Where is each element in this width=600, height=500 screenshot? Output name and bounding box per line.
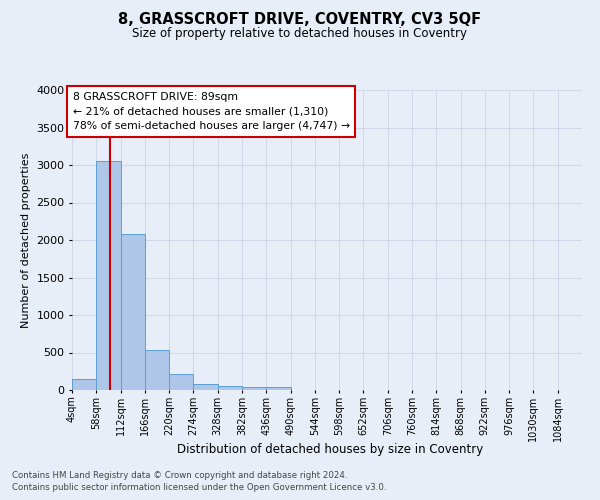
Text: Distribution of detached houses by size in Coventry: Distribution of detached houses by size … <box>177 444 483 456</box>
Bar <box>96 161 121 390</box>
Text: 8 GRASSCROFT DRIVE: 89sqm
← 21% of detached houses are smaller (1,310)
78% of se: 8 GRASSCROFT DRIVE: 89sqm ← 21% of detac… <box>73 92 350 131</box>
Bar <box>169 374 193 390</box>
Bar <box>193 384 218 390</box>
Text: Size of property relative to detached houses in Coventry: Size of property relative to detached ho… <box>133 28 467 40</box>
Bar <box>145 350 169 390</box>
Bar <box>121 234 145 390</box>
Bar <box>72 379 96 390</box>
Y-axis label: Number of detached properties: Number of detached properties <box>20 152 31 328</box>
Text: 8, GRASSCROFT DRIVE, COVENTRY, CV3 5QF: 8, GRASSCROFT DRIVE, COVENTRY, CV3 5QF <box>118 12 482 28</box>
Text: Contains HM Land Registry data © Crown copyright and database right 2024.: Contains HM Land Registry data © Crown c… <box>12 471 347 480</box>
Text: Contains public sector information licensed under the Open Government Licence v3: Contains public sector information licen… <box>12 484 386 492</box>
Bar <box>266 386 290 390</box>
Bar <box>242 386 266 390</box>
Bar <box>218 386 242 390</box>
